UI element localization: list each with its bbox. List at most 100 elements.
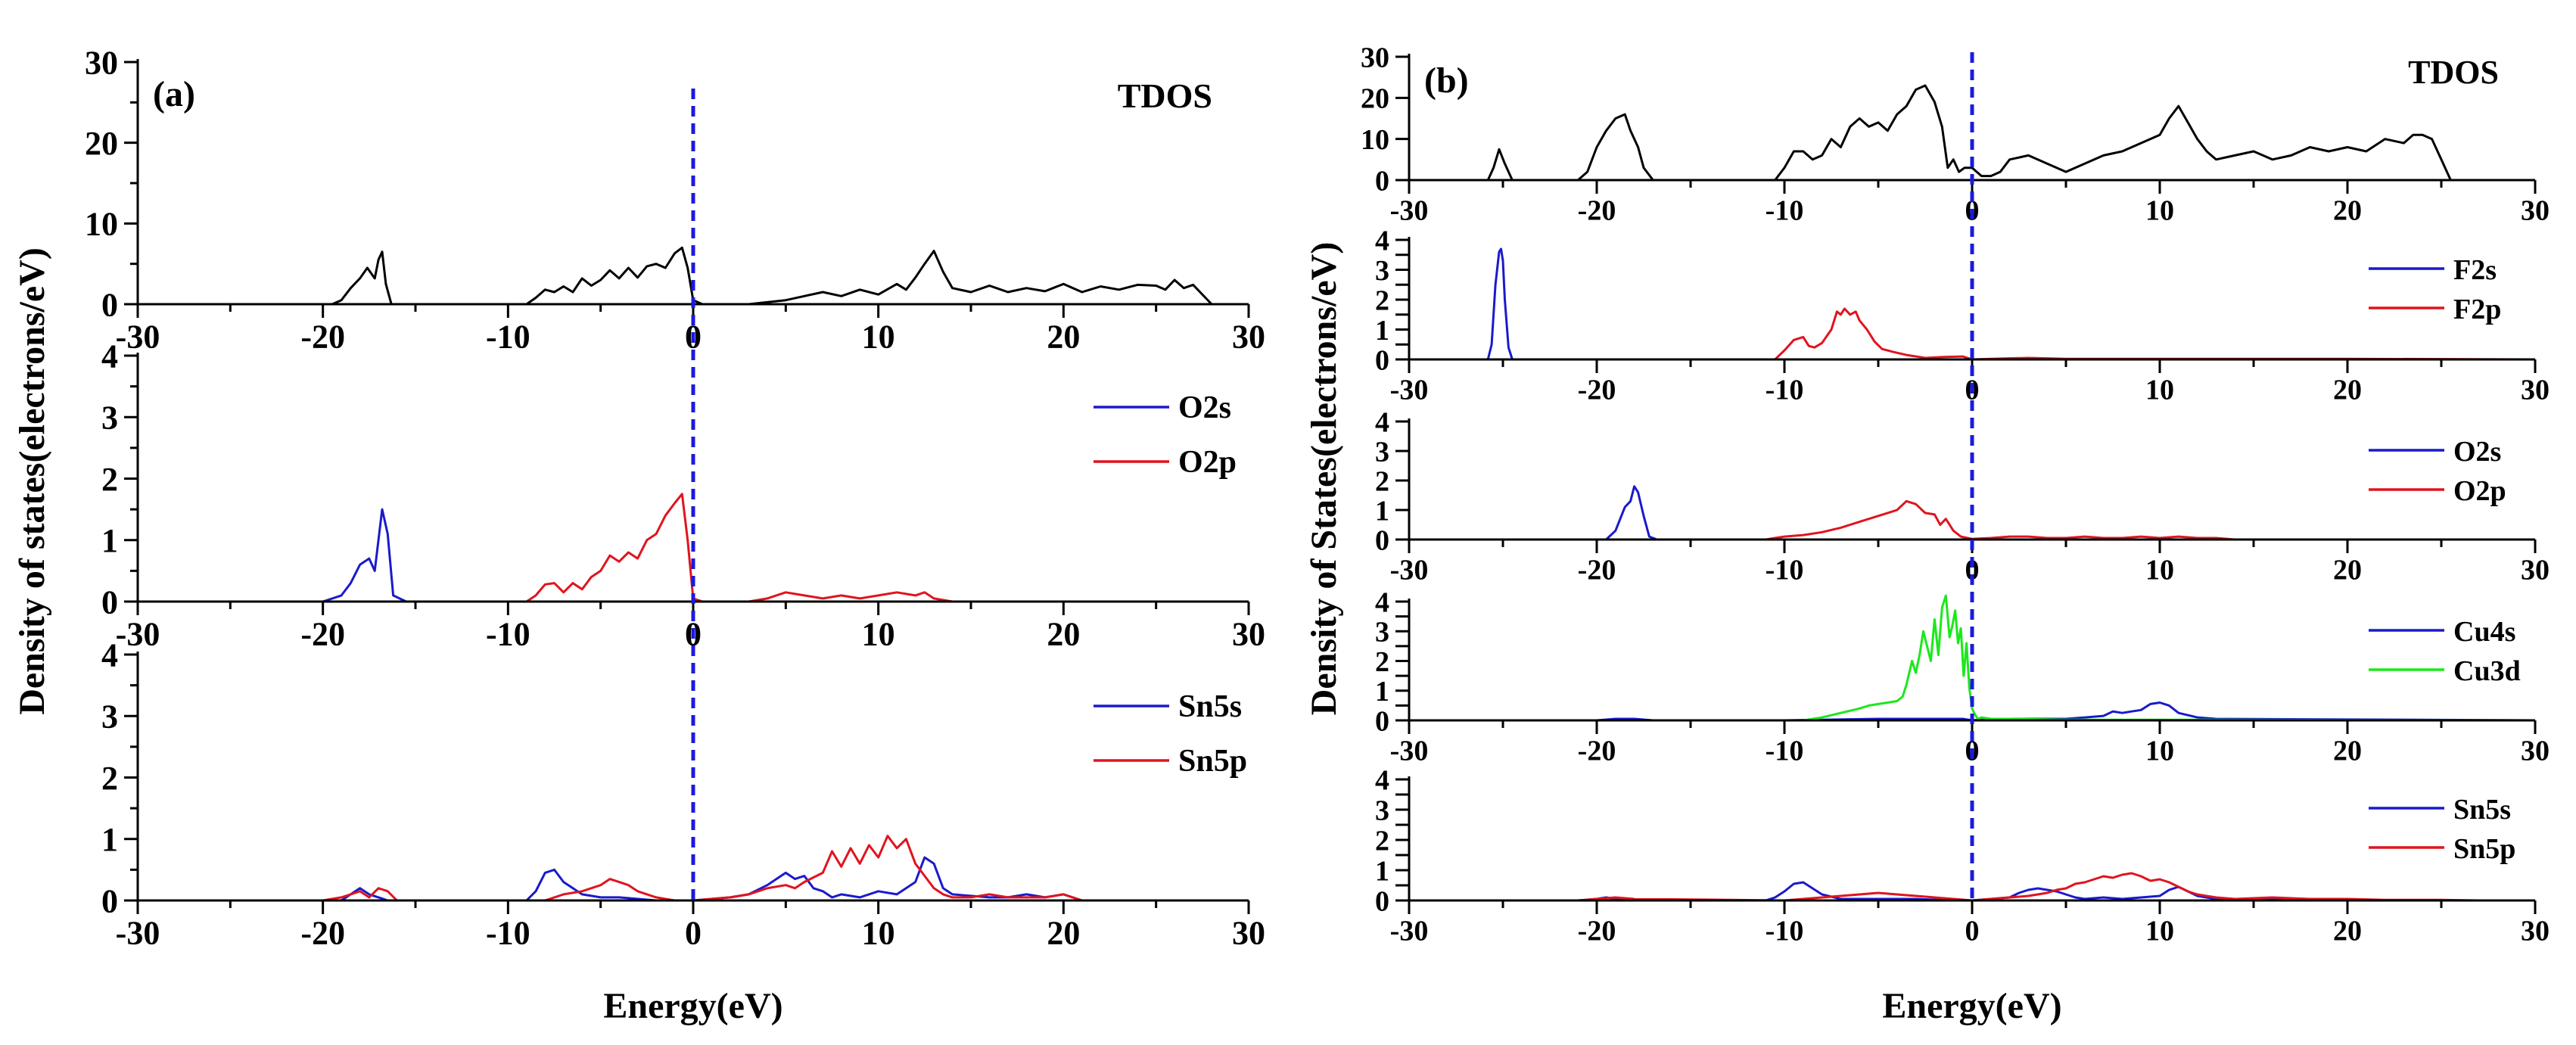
legend-label: F2p (2453, 294, 2501, 325)
y-tick-label: 3 (1375, 617, 1389, 648)
x-tick-label: -30 (116, 914, 160, 951)
x-tick-label: -10 (486, 615, 530, 652)
y-tick-label: 1 (101, 821, 118, 858)
panel-b: -30 -20 -10 0 10 20 30 0 10 20 30 TDOS -30 -20 -10 0 10 2… (1304, 42, 2550, 1026)
x-tick-label: 30 (2521, 194, 2550, 226)
x-tick-label: 20 (2333, 194, 2362, 226)
series-line-o2p (1409, 499, 2535, 541)
y-tick-label: 0 (1375, 885, 1389, 917)
subplot-title-tdos: TDOS (1118, 76, 1212, 115)
x-tick-label: 20 (2333, 735, 2362, 767)
y-tick-label: 3 (1375, 795, 1389, 826)
legend-label: F2s (2453, 254, 2497, 286)
x-tick-label: 20 (2333, 915, 2362, 947)
x-tick-label: 20 (1047, 318, 1080, 355)
x-tick-label: 30 (1232, 615, 1265, 652)
x-tick-label: 30 (2521, 374, 2550, 406)
legend-label: Sn5p (1178, 744, 1247, 779)
x-tick-label: -20 (300, 615, 345, 652)
x-tick-label: -20 (1578, 374, 1616, 406)
y-tick-label: 1 (1375, 315, 1389, 347)
y-tick-label: 2 (101, 461, 118, 498)
legend-label: O2s (2453, 436, 2501, 468)
y-tick-label: 0 (1375, 705, 1389, 737)
x-tick-label: -10 (1766, 915, 1804, 947)
y-axis-title: Density of States(electrons/eV) (1304, 242, 1344, 716)
x-tick-label: -20 (1578, 915, 1616, 947)
y-tick-label: 10 (1361, 124, 1389, 156)
x-tick-label: 20 (2333, 554, 2362, 586)
subplot: -30-20-1001020300102030TDOS (1361, 42, 2550, 226)
x-tick-label: 30 (1232, 318, 1265, 355)
legend-label: Cu3d (2453, 655, 2521, 687)
y-tick-label: 4 (101, 636, 118, 673)
x-tick-label: 10 (2145, 915, 2174, 947)
y-tick-label: 0 (101, 882, 118, 919)
legend-label: O2p (1178, 445, 1237, 480)
y-tick-label: 10 (85, 206, 118, 243)
x-tick-label: -20 (1578, 554, 1616, 586)
y-tick-label: 4 (1375, 586, 1389, 618)
y-tick-label: 4 (101, 337, 118, 375)
x-tick-label: 10 (862, 615, 895, 652)
series-line-tdos (138, 246, 1249, 306)
x-axis-title: Energy(eV) (603, 986, 782, 1026)
series-line-cu3d (1409, 594, 2536, 722)
x-tick-label: 10 (862, 318, 895, 355)
y-tick-label: 1 (1375, 676, 1389, 708)
x-tick-label: -10 (1766, 735, 1804, 767)
y-tick-label: 1 (1375, 855, 1389, 887)
y-axis-title: Density of states(electrons/eV) (12, 247, 52, 715)
x-tick-label: 30 (1232, 914, 1265, 951)
y-tick-label: 4 (1375, 225, 1389, 257)
legend-label: O2s (1178, 390, 1231, 425)
x-tick-label: 10 (2145, 194, 2174, 226)
x-tick-label: -20 (1578, 194, 1616, 226)
panel-label: (b) (1424, 61, 1469, 101)
x-tick-label: 20 (1047, 914, 1080, 951)
legend-label: Sn5s (1178, 689, 1242, 724)
x-tick-label: 0 (1965, 915, 1980, 947)
panel-a: -30-20-1001020300102030TDOS-30-20-100102… (12, 44, 1265, 1026)
x-tick-label: 10 (2145, 374, 2174, 406)
x-tick-label: -30 (1390, 554, 1429, 586)
y-tick-label: 2 (1375, 825, 1389, 857)
y-tick-label: 0 (101, 583, 118, 620)
subplot-title-tdos: TDOS (2408, 54, 2499, 91)
subplot: -30-20-10010203001234F2sF2p (1375, 225, 2550, 406)
x-tick-label: -30 (1390, 374, 1429, 406)
series-line-sn5p (1409, 872, 2535, 902)
x-tick-label: 30 (2521, 915, 2550, 947)
y-tick-label: 20 (1361, 83, 1389, 115)
x-tick-label: -30 (116, 615, 160, 652)
y-tick-label: 2 (1375, 646, 1389, 678)
y-tick-label: 30 (85, 44, 118, 81)
x-tick-label: -10 (1766, 194, 1804, 226)
x-tick-label: 10 (862, 914, 895, 951)
y-tick-label: 3 (101, 698, 118, 736)
legend-label: Cu4s (2453, 616, 2515, 648)
x-tick-label: -10 (1766, 374, 1804, 406)
x-tick-label: -30 (1390, 915, 1429, 947)
x-tick-label: 30 (2521, 554, 2550, 586)
y-tick-label: 2 (101, 760, 118, 797)
x-tick-label: -10 (486, 318, 530, 355)
x-tick-label: 10 (2145, 735, 2174, 767)
y-tick-label: 20 (85, 125, 118, 162)
x-axis-title: Energy(eV) (1882, 986, 2061, 1026)
y-tick-label: 1 (101, 522, 118, 559)
panel-label: (a) (153, 74, 195, 114)
subplot: -30-20-1001020300102030TDOS (85, 44, 1265, 355)
x-tick-label: -20 (300, 914, 345, 951)
x-tick-label: -20 (1578, 735, 1616, 767)
y-tick-label: 4 (1375, 764, 1389, 796)
x-tick-label: -30 (116, 318, 160, 355)
x-tick-label: 10 (2145, 554, 2174, 586)
series-line-o2p (138, 493, 1249, 603)
legend-label: Sn5s (2453, 794, 2511, 826)
